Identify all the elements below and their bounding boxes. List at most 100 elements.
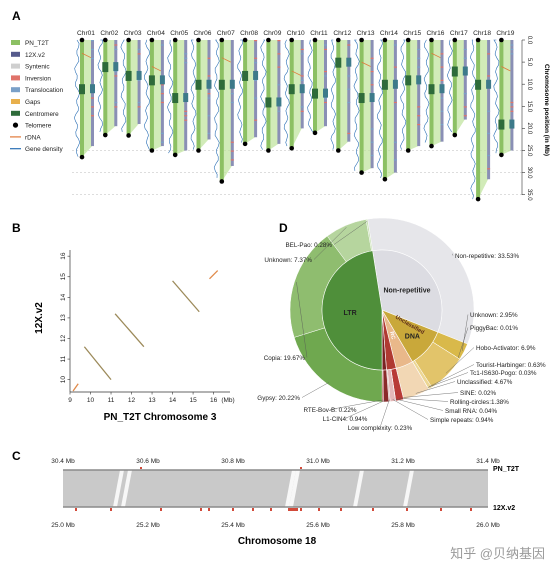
gene-density-line: [376, 39, 383, 178]
rdna-mark: [361, 61, 371, 67]
telomere: [405, 148, 411, 153]
panel-c-synteny: 30.4 Mb 30.6 Mb 30.8 Mb 31.0 Mb 31.2 Mb 31.4 …: [51, 458, 500, 529]
gene-density-line: [144, 39, 150, 150]
centromere-v2: [323, 88, 328, 98]
telomere: [219, 179, 225, 184]
variant-mark: [160, 132, 164, 135]
bottom-tick-label: 25.2 Mb: [136, 522, 160, 529]
chromosome-label: Chr05: [170, 30, 188, 37]
variant-marker: [372, 508, 374, 511]
v2-bar: [324, 40, 327, 127]
leader-line: [329, 399, 383, 410]
centromere-v2: [392, 79, 398, 89]
y-tick-label: 15.0: [526, 100, 532, 112]
top-tick-label: 30.6 Mb: [136, 458, 160, 465]
variant-mark: [440, 97, 444, 99]
gene-density-line: [167, 39, 174, 154]
variant-mark: [300, 110, 304, 112]
leader-line: [462, 314, 469, 351]
variant-mark: [300, 106, 304, 108]
top-tick-label: 30.4 Mb: [51, 458, 75, 465]
chromosome-label: Chr12: [333, 30, 351, 37]
telomere: [266, 37, 271, 43]
legend-swatch: [11, 40, 20, 45]
legend-label: Telomere: [25, 123, 52, 130]
variant-marker: [140, 467, 142, 469]
slice-label: Tourist-Harbinger: 0.63%: [476, 362, 546, 369]
leader-line: [452, 253, 454, 256]
centromere-v2: [276, 97, 282, 107]
centromere: [265, 97, 272, 108]
variant-mark: [300, 48, 304, 51]
variant-mark: [440, 66, 444, 68]
slice-label: L1-CIN4: 0.94%: [323, 416, 368, 423]
variant-mark: [463, 48, 467, 51]
leader-line: [415, 381, 456, 394]
telomere: [172, 37, 178, 43]
variant-mark: [487, 154, 491, 157]
variant-mark: [417, 57, 421, 59]
variant-mark: [277, 53, 281, 55]
centromere-v2: [346, 57, 352, 67]
centromere: [358, 93, 365, 104]
synteny-gap: [403, 470, 414, 507]
leader-line: [313, 227, 347, 260]
variant-marker: [160, 508, 162, 511]
variant-mark: [393, 44, 397, 46]
variant-mark: [91, 115, 94, 117]
variant-mark: [184, 119, 188, 121]
slice-label: Tc1-IS630-Pogo: 0.03%: [470, 370, 537, 377]
v2-bar: [393, 40, 397, 173]
legend-label: Gene density: [25, 146, 63, 153]
telomere: [499, 152, 504, 158]
variant-mark: [254, 57, 258, 59]
chromosome-label: Chr04: [147, 30, 165, 37]
slice-label: Non-repetitive: 33.53%: [455, 253, 519, 260]
bottom-tick-label: 25.6 Mb: [306, 522, 330, 529]
t2t-bar: [196, 40, 201, 151]
panel-a-label: A: [12, 9, 21, 23]
sunburst-group: [321, 250, 383, 371]
slice-label: RTE-Bov-B: 0.22%: [303, 407, 356, 414]
legend-swatch: [12, 122, 19, 128]
variant-mark: [160, 101, 164, 104]
variant-mark: [324, 44, 327, 46]
alignment-segment: [114, 313, 145, 348]
variant-mark: [254, 40, 258, 42]
variant-mark: [254, 79, 258, 81]
variant-mark: [137, 79, 141, 81]
slice-label: Unclassified: 4.67%: [457, 379, 513, 386]
variant-mark: [393, 66, 397, 68]
centromere: [125, 70, 132, 81]
telomere: [429, 143, 434, 149]
variant-mark: [440, 53, 444, 55]
syntenic-band: [221, 40, 232, 182]
variant-mark: [324, 101, 327, 104]
legend-swatch: [11, 87, 20, 93]
alignment-segment: [83, 346, 112, 381]
syntenic-band: [384, 40, 395, 180]
telomere: [79, 37, 85, 43]
variant-mark: [417, 66, 421, 68]
variant-mark: [207, 75, 211, 77]
rc-label: RC: [388, 331, 396, 340]
y-tick-label: 10.0: [526, 78, 532, 90]
variant-mark: [463, 106, 467, 108]
variant-mark: [277, 40, 281, 42]
variant-marker: [200, 508, 202, 511]
chromosome-label: Chr01: [77, 30, 95, 37]
variant-mark: [137, 53, 141, 55]
panel-c-x-axis-label: Chromosome 18: [238, 536, 317, 547]
variant-mark: [417, 115, 421, 117]
variant-mark: [254, 97, 258, 99]
variant-mark: [510, 48, 514, 51]
centromere: [102, 62, 109, 73]
sunburst-group: [372, 249, 443, 333]
syntenic-band: [408, 40, 419, 151]
syntenic-band: [128, 40, 139, 136]
panel-a-y-axis-label: Chromosome position (in Mb): [543, 64, 550, 156]
watermark: 知乎 @贝纳基因: [450, 546, 545, 561]
variant-mark: [347, 101, 351, 104]
panel-b-label: B: [12, 221, 21, 235]
